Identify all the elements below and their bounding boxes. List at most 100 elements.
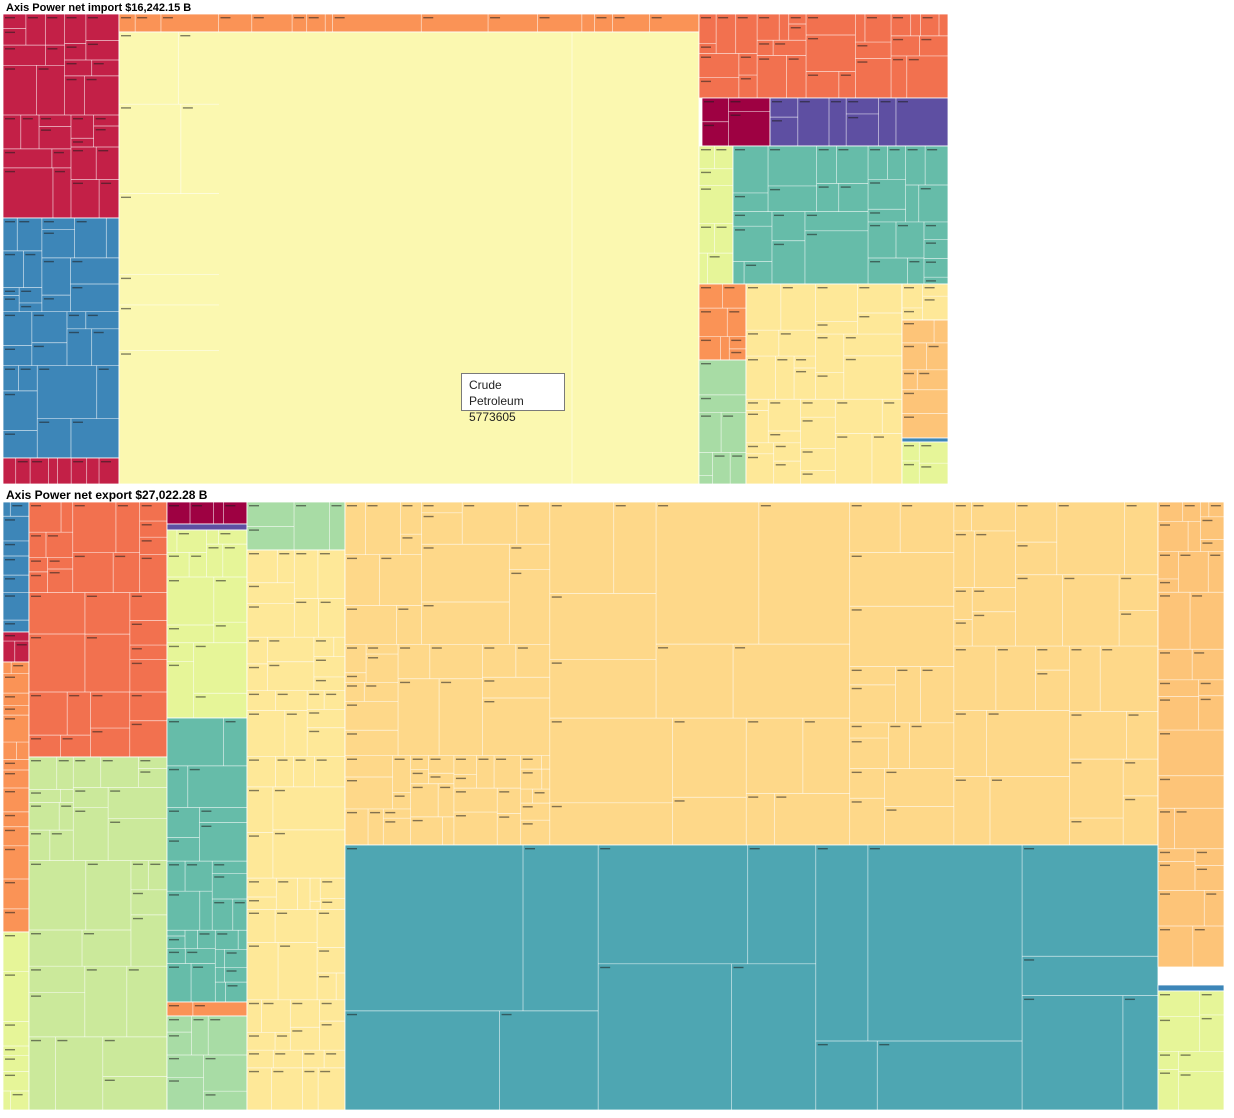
tile-label-mark: [279, 553, 290, 555]
tile-label-mark: [280, 945, 291, 947]
import-tile-blue-strip[interactable]: [901, 437, 949, 443]
export-tile-peach[interactable]: [1157, 501, 1225, 968]
tile-label-mark: [347, 608, 357, 610]
tile-label-mark: [478, 758, 489, 760]
tile-label-mark: [86, 595, 97, 597]
tile-label-mark: [955, 713, 966, 715]
tile-label-mark: [704, 124, 714, 127]
export-tile-ocean[interactable]: [344, 844, 1159, 1111]
tile-label-mark: [141, 557, 152, 560]
tile-label-mark: [701, 226, 711, 228]
tile-label-mark: [347, 848, 357, 850]
tile-label-mark: [525, 848, 536, 850]
tile-label-mark: [92, 731, 103, 733]
import-tile-orange-top[interactable]: [118, 13, 700, 33]
export-tile-orange-small[interactable]: [166, 1001, 248, 1017]
import-tile-red[interactable]: [2, 13, 120, 219]
export-tile-green[interactable]: [246, 501, 346, 551]
tile-label-mark: [131, 694, 142, 697]
tile-label-mark: [1124, 998, 1135, 1001]
tile-label-mark: [704, 101, 714, 103]
tile-label-mark: [870, 212, 881, 214]
import-tile-green[interactable]: [698, 359, 747, 485]
tile-label-mark: [840, 186, 851, 188]
tile-label-mark: [319, 912, 330, 914]
tile-label-mark: [455, 791, 466, 793]
tile-label-mark: [735, 229, 745, 231]
tile-label-mark: [870, 149, 881, 151]
tile-label-mark: [851, 555, 862, 557]
tile-label-mark: [367, 505, 378, 507]
export-tile-green-small[interactable]: [166, 1015, 248, 1111]
tile-label-mark: [1160, 851, 1170, 854]
import-tile-peach[interactable]: [901, 319, 949, 439]
export-tile-orange[interactable]: [2, 661, 30, 933]
import-tile-crude-petroleum[interactable]: [118, 31, 700, 485]
tile-label-mark: [674, 721, 685, 723]
tile-label-mark: [1037, 649, 1048, 651]
tile-label-mark: [5, 433, 15, 435]
tile-label-mark: [32, 461, 43, 463]
tile-label-mark: [296, 601, 307, 604]
export-tile-blue-strip[interactable]: [1157, 984, 1225, 992]
tooltip-value: 5773605: [469, 410, 516, 424]
tile-label-mark: [269, 640, 280, 642]
tile-label-mark: [169, 1019, 179, 1021]
import-tile-teal[interactable]: [732, 145, 949, 285]
tile-label-mark: [132, 892, 143, 895]
tile-label-mark: [72, 421, 83, 423]
tile-label-mark: [31, 933, 41, 935]
tile-label-mark: [295, 759, 306, 761]
tile-label-mark: [1024, 959, 1035, 961]
export-tile-light-green[interactable]: [28, 756, 168, 1111]
tile-label-mark: [169, 664, 179, 667]
tile-label-mark: [72, 182, 83, 185]
tile-label-mark: [102, 760, 113, 762]
import-tile-blue[interactable]: [2, 217, 120, 459]
tile-label-mark: [249, 912, 259, 914]
export-tile-teal[interactable]: [166, 717, 248, 1003]
tile-label-mark: [1125, 798, 1136, 801]
export-tile-purple[interactable]: [166, 523, 248, 531]
tile-label-mark: [600, 848, 611, 850]
tile-label-mark: [1160, 811, 1170, 813]
import-tile-purple[interactable]: [769, 97, 949, 147]
tile-label-mark: [347, 505, 357, 507]
import-tile-yellow-small[interactable]: [901, 283, 949, 321]
tile-label-mark: [1202, 519, 1213, 522]
tile-label-mark: [31, 694, 41, 697]
import-tile-yellow[interactable]: [745, 283, 903, 485]
export-tile-lime[interactable]: [2, 931, 30, 1111]
tile-label-mark: [1017, 545, 1028, 547]
tile-label-mark: [194, 1005, 205, 1007]
tile-label-mark: [128, 969, 139, 971]
tile-label-mark: [5, 829, 15, 832]
tile-label-mark: [31, 738, 41, 740]
tile-label-mark: [760, 505, 771, 507]
tile-label-mark: [845, 337, 856, 339]
export-tile-lime-3[interactable]: [1157, 990, 1225, 1111]
tile-label-mark: [296, 505, 307, 507]
tile-label-mark: [249, 529, 259, 531]
tile-label-mark: [169, 645, 179, 648]
tile-label-mark: [75, 760, 86, 762]
tile-label-mark: [1200, 682, 1211, 685]
tile-label-mark: [651, 17, 662, 19]
export-tile-blue[interactable]: [2, 501, 30, 633]
tile-label-mark: [600, 966, 611, 969]
tile-label-mark: [187, 864, 198, 866]
export-tile-vermilion[interactable]: [28, 501, 168, 758]
import-tile-lime[interactable]: [698, 145, 734, 285]
tile-label-mark: [904, 416, 914, 418]
tile-label-mark: [973, 505, 984, 507]
tile-label-mark: [837, 436, 848, 438]
tile-label-mark: [412, 819, 423, 822]
export-tile-red[interactable]: [2, 631, 30, 663]
tile-label-mark: [321, 1002, 332, 1005]
tile-label-mark: [1160, 682, 1170, 685]
export-tile-lime-2[interactable]: [166, 529, 248, 719]
tile-label-mark: [1017, 577, 1028, 580]
tile-label-mark: [68, 314, 79, 317]
tile-label-mark: [748, 456, 758, 459]
tile-label-mark: [74, 505, 85, 507]
